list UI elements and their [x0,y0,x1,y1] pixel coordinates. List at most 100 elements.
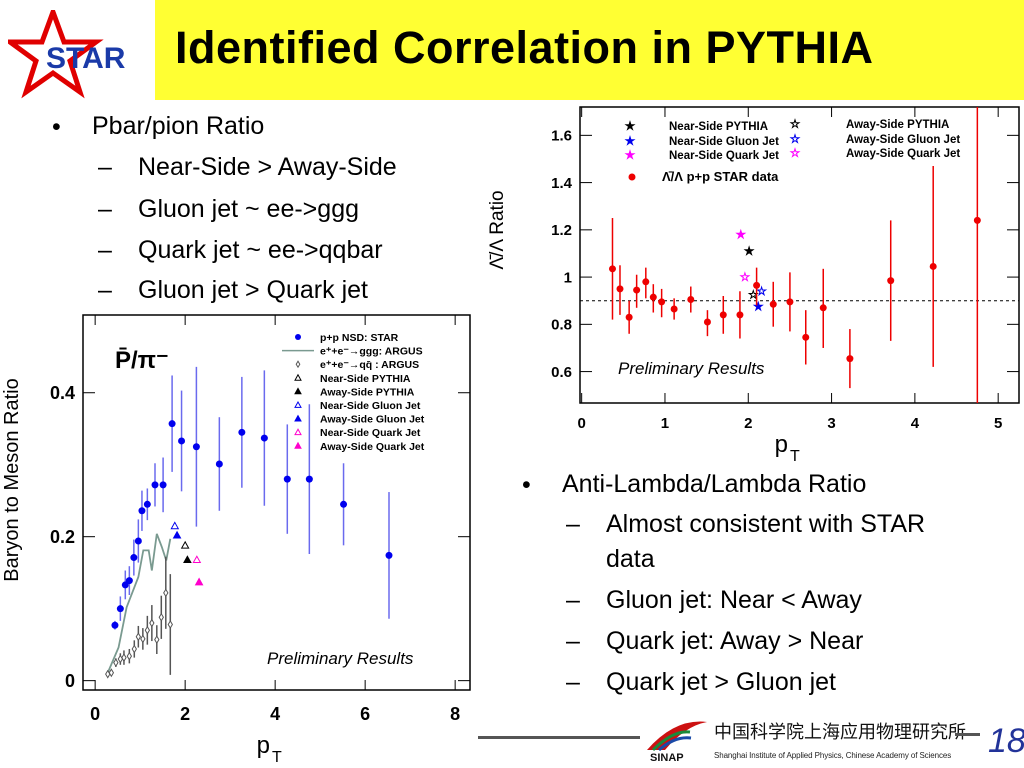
footer-divider [955,733,980,736]
sub-bullet: Gluon jet ~ ee->ggg [138,195,359,223]
sinap-abbr: SINAP [650,752,684,764]
series--p-p-star-data-point [633,286,641,294]
x-tick-label: 8 [450,704,460,724]
legend-marker [294,400,302,408]
legend-marker [294,373,302,381]
legend-marker [624,135,636,146]
legend-marker [624,149,636,160]
series-p-p-nsd-star-point [116,605,124,613]
series-e-e-ggg-argus-line [106,533,172,676]
series-p-p-nsd-star-point [125,577,133,585]
series-e-e-qq-argus-point [105,669,111,679]
series-p-p-nsd-star-point [168,420,176,428]
legend-marker [624,120,636,131]
series--p-p-star-data-point [753,281,761,289]
x-axis-label: p [775,431,788,458]
y-tick-label: 1.2 [551,222,572,239]
legend-entry: Away-Side PYTHIA [846,119,949,131]
series-e-e-qq-argus-point [167,620,173,629]
series--p-p-star-data-point [736,311,744,319]
series--p-p-star-data-point [769,300,777,308]
legend-entry: Near-Side PYTHIA [669,121,768,133]
series-p-p-nsd-star-point [130,554,138,562]
legend-entry: Away-Side PYTHIA [320,386,415,398]
legend-marker [295,360,301,369]
legend-marker [789,133,801,144]
dash-marker: – [566,668,580,696]
title-bar [155,0,1024,100]
dash-marker: – [98,153,112,181]
legend-entry: Away-Side Gluon Jet [320,414,425,426]
series--p-p-star-data-point [973,216,981,224]
legend-entry: Near-Side Gluon Jet [320,400,421,412]
series-e-e-qq-argus-point [121,653,127,663]
sub-bullet: Quark jet > Gluon jet [606,668,836,696]
org-name-english: Shanghai Institute of Applied Physics, C… [714,751,952,760]
series-e-e-qq-argus-point [126,651,133,661]
x-tick-label: 2 [744,415,752,432]
x-tick-label: 6 [360,704,370,724]
y-axis-label: Baryon to Meson Ratio [1,378,23,581]
series-e-e-qq-argus-point [158,612,164,622]
series-p-p-nsd-star-point [340,500,348,508]
x-axis-label: p [257,732,270,759]
inset-ratio-label: P̄/π⁻ [115,347,169,374]
series-e-e-qq-argus-point [117,654,124,664]
legend-marker [294,387,302,395]
series-near-side-pythia-point [180,540,190,549]
series-away-side-pythia-point [183,555,192,564]
series-e-e-qq-argus-point [131,644,137,654]
series-p-p-nsd-star-point [283,475,291,483]
sinap-logo [647,721,707,752]
x-tick-label: 4 [911,415,920,432]
x-tick-label: 0 [90,704,100,724]
x-axis-label-subscript: T [272,749,282,766]
series--p-p-star-data-point [802,333,810,341]
series-away-side-gluon-jet-point [172,530,182,539]
bullet-dot: • [52,113,61,141]
dash-marker: – [566,627,580,655]
org-name-chinese: 中国科学院上海应用物理研究所 [714,722,966,743]
legend-entry: Away-Side Gluon Jet [846,134,960,146]
series-away-side-quark-jet-point [739,271,751,282]
series-p-p-nsd-star-point [215,460,223,468]
sub-bullet: Gluon jet > Quark jet [138,276,368,304]
plot-frame [579,106,1020,404]
series--p-p-star-data-point [658,298,666,306]
svg-text:STAR: STAR [46,42,126,75]
legend-entry: Near-Side Gluon Jet [669,136,779,148]
preliminary-annotation: Preliminary Results [618,359,765,378]
legend-entry: e⁺+e⁻→qq̄ : ARGUS [320,359,419,371]
x-tick-label: 2 [180,704,190,724]
legend-marker [789,147,801,158]
sub-bullet: Gluon jet: Near < Away [606,586,862,614]
series--p-p-star-data-point [625,313,633,321]
series-e-e-qq-argus-point [108,668,115,678]
x-tick-label: 3 [827,415,835,432]
x-tick-label: 0 [577,415,585,432]
series--p-p-star-data-point [687,296,695,304]
x-tick-label: 1 [661,415,669,432]
series--p-p-star-data-point [929,262,937,270]
legend-entry: Away-Side Quark Jet [846,148,960,160]
plot-frame [82,314,471,691]
dash-marker: – [566,510,580,538]
y-tick-label: 1 [564,269,572,286]
series-near-side-quark-jet-point [735,228,747,240]
dash-marker: – [566,586,580,614]
y-tick-label: 0.4 [50,383,75,403]
bullet-main-left: Pbar/pion Ratio [92,112,265,140]
legend-marker [295,334,301,340]
legend-marker [294,441,302,449]
series-near-side-pythia-point [743,245,755,256]
series--p-p-star-data-point [887,277,895,285]
series-e-e-qq-argus-point [113,658,119,668]
y-axis-label: Λ̄/Λ Ratio [487,190,508,269]
series-e-e-qq-argus-point [154,635,160,645]
y-tick-label: 0.8 [551,317,572,334]
sub-bullet: data [606,545,655,573]
x-tick-label: 5 [994,415,1002,432]
series-p-p-nsd-star-point [121,581,129,589]
series-away-side-gluon-jet-point [755,285,768,297]
y-tick-label: 0.2 [50,527,75,547]
